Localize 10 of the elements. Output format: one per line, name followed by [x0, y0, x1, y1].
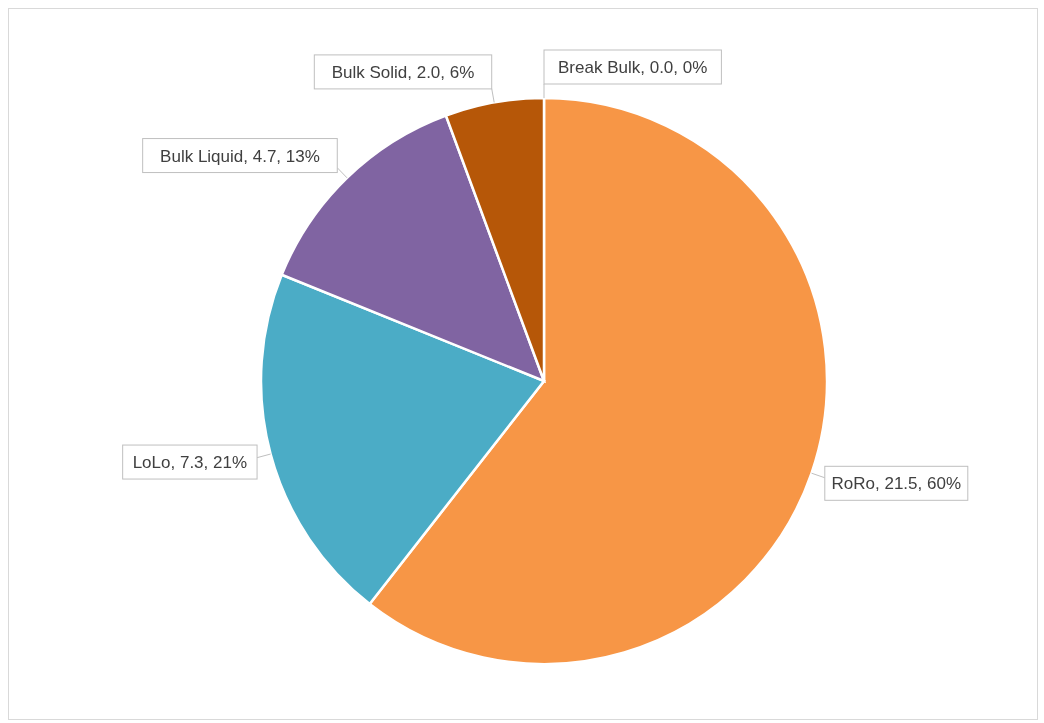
text: , 0.0, 0% — [640, 58, 708, 77]
slice-label: Bulk Liquid — [160, 146, 244, 166]
category-label: Break Bulk — [558, 58, 641, 77]
slice-label: Bulk Solid — [331, 62, 408, 82]
data-label: , 21.5, 60% — [875, 474, 962, 494]
slice-label: RoRo — [831, 474, 876, 494]
data-label: , 7.3, 21% — [170, 453, 248, 473]
data-label: , 4.7, 13% — [243, 146, 320, 166]
data-label: , 2.0, 6% — [407, 62, 475, 82]
slice-label: LoLo — [132, 453, 171, 473]
